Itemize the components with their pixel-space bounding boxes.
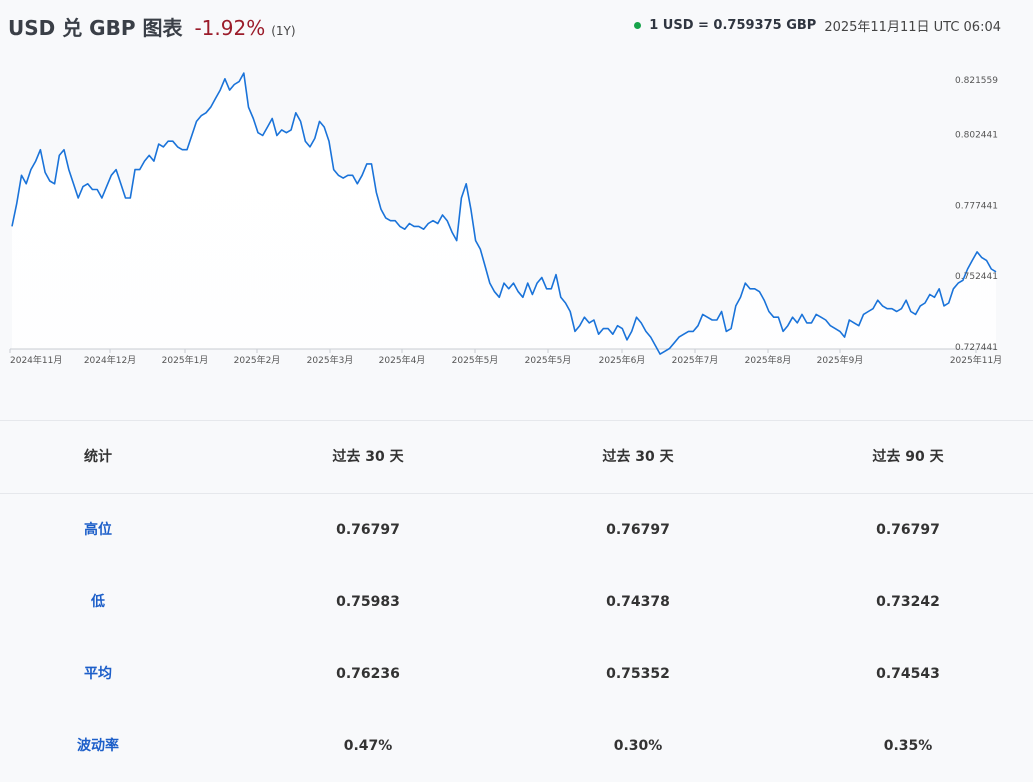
header-stat: 统计 xyxy=(84,449,112,465)
table-row: 高位 0.76797 0.76797 0.76797 xyxy=(0,494,1033,566)
table-cell: 0.75983 xyxy=(336,594,400,610)
x-tick-label: 2025年2月 xyxy=(234,354,281,366)
table-cell: 0.76797 xyxy=(876,522,940,538)
table-cell: 0.47% xyxy=(343,738,393,754)
period-label: (1Y) xyxy=(271,24,296,38)
live-status-icon xyxy=(634,22,642,29)
table-cell: 0.76797 xyxy=(606,522,670,538)
x-tick-label: 2025年4月 xyxy=(379,354,426,366)
x-tick-label: 2025年5月 xyxy=(525,354,572,366)
table-cell: 0.74543 xyxy=(876,666,940,682)
series-line xyxy=(11,72,997,355)
row-label-average: 平均 xyxy=(84,666,112,682)
table-row: 低 0.75983 0.74378 0.73242 xyxy=(0,566,1033,638)
y-tick-label: 0.727441 xyxy=(955,343,998,353)
row-label-high: 高位 xyxy=(84,522,112,538)
percent-change: -1.92% xyxy=(194,16,266,40)
table-cell: 0.35% xyxy=(883,738,933,754)
x-tick-label: 2025年9月 xyxy=(817,354,864,366)
y-tick-label: 0.752441 xyxy=(955,272,998,282)
x-tick-label: 2025年1月 xyxy=(162,354,209,366)
x-tick-label: 2024年12月 xyxy=(84,354,136,366)
row-label-volatility: 波动率 xyxy=(77,738,119,754)
table-row: 波动率 0.47% 0.30% 0.35% xyxy=(0,710,1033,782)
header-period-1: 过去 30 天 xyxy=(332,449,404,465)
row-label-low: 低 xyxy=(91,594,105,610)
x-tick-label: 2025年3月 xyxy=(307,354,354,366)
table-cell: 0.75352 xyxy=(606,666,670,682)
rate-text: 1 USD = 0.759375 GBP xyxy=(649,18,817,33)
page-title: USD 兑 GBP 图表 xyxy=(8,16,183,40)
series-area xyxy=(12,73,996,355)
title-group: USD 兑 GBP 图表 -1.92% (1Y) xyxy=(8,12,296,41)
exchange-rate-chart[interactable]: 0.821559 0.802441 0.777441 0.752441 0.727441… xyxy=(0,52,1033,372)
x-tick-label: 2025年11月 xyxy=(950,354,1002,366)
table-header-row: 统计 过去 30 天 过去 30 天 过去 90 天 xyxy=(0,420,1033,494)
timestamp: 2025年11月11日 UTC 06:04 xyxy=(824,20,1001,35)
x-tick-label: 2025年5月 xyxy=(452,354,499,366)
header-period-3: 过去 90 天 xyxy=(872,449,944,465)
statistics-table: 统计 过去 30 天 过去 30 天 过去 90 天 高位 0.76797 0.… xyxy=(0,420,1033,782)
table-cell: 0.74378 xyxy=(606,594,670,610)
current-rate: 1 USD = 0.759375 GBP 2025年11月11日 UTC 06:… xyxy=(634,16,1001,35)
x-tick-label: 2025年6月 xyxy=(599,354,646,366)
x-tick-label: 2025年8月 xyxy=(745,354,792,366)
y-tick-label: 0.802441 xyxy=(955,130,998,140)
table-row: 平均 0.76236 0.75352 0.74543 xyxy=(0,638,1033,710)
table-cell: 0.30% xyxy=(613,738,663,754)
chart-header: USD 兑 GBP 图表 -1.92% (1Y) 1 USD = 0.75937… xyxy=(0,0,1033,52)
header-period-2: 过去 30 天 xyxy=(602,449,674,465)
y-tick-label: 0.777441 xyxy=(955,201,998,211)
x-tick-label: 2024年11月 xyxy=(10,354,62,366)
table-cell: 0.76236 xyxy=(336,666,400,682)
x-tick-label: 2025年7月 xyxy=(672,354,719,366)
y-tick-label: 0.821559 xyxy=(955,76,998,86)
table-cell: 0.73242 xyxy=(876,594,940,610)
table-cell: 0.76797 xyxy=(336,522,400,538)
